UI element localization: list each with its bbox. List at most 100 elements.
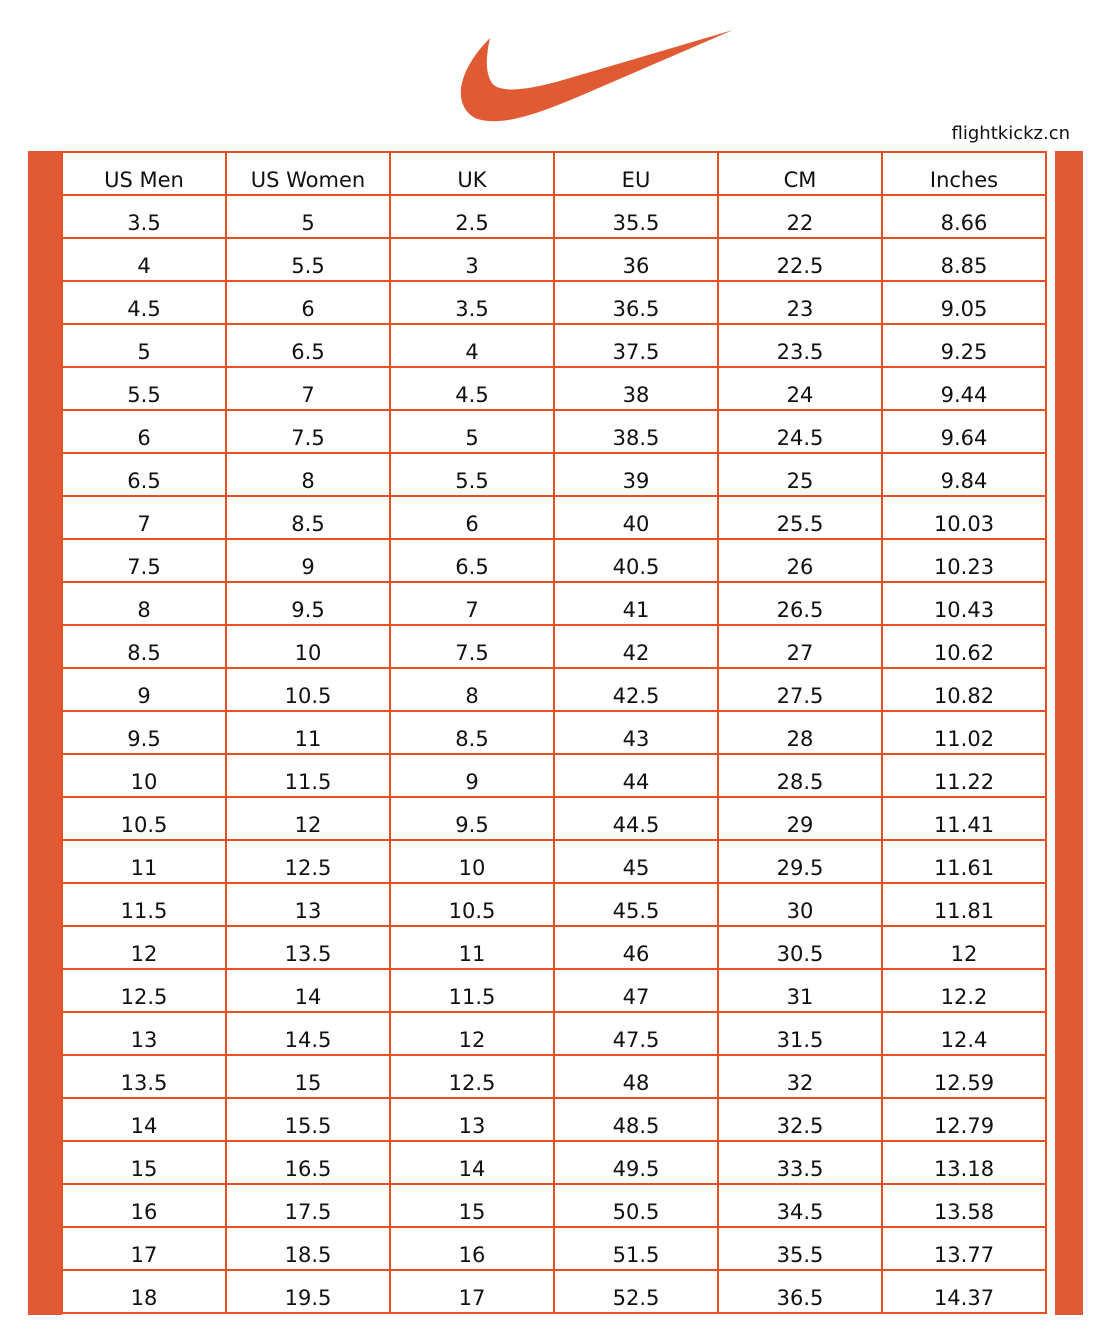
size-chart-table: US Men US Women UK EU CM Inches 3.5 5 2.5 35.5 22… <box>61 151 1047 1314</box>
table-cell: 12.5 <box>225 839 391 884</box>
table-cell: 31 <box>717 968 883 1013</box>
table-cell: 38 <box>553 366 719 411</box>
table-cell: 43 <box>553 710 719 755</box>
table-row: 12 13.5 11 46 30.5 12 <box>61 925 1047 970</box>
table-cell: 51.5 <box>553 1226 719 1271</box>
table-cell: 22.5 <box>717 237 883 282</box>
table-cell: 12 <box>61 925 227 970</box>
table-cell: 9.05 <box>881 280 1047 325</box>
table-cell: 47 <box>553 968 719 1013</box>
table-cell: 19.5 <box>225 1269 391 1314</box>
table-cell: 23 <box>717 280 883 325</box>
table-cell: 15 <box>61 1140 227 1185</box>
table-cell: 23.5 <box>717 323 883 368</box>
table-cell: 7 <box>61 495 227 540</box>
table-cell: 10 <box>389 839 555 884</box>
table-cell: 34.5 <box>717 1183 883 1228</box>
table-cell: 9.5 <box>225 581 391 626</box>
table-cell: 6 <box>61 409 227 454</box>
table-cell: 46 <box>553 925 719 970</box>
table-cell: 5 <box>389 409 555 454</box>
table-cell: 8.5 <box>61 624 227 669</box>
table-row: 17 18.5 16 51.5 35.5 13.77 <box>61 1226 1047 1271</box>
table-cell: 9.25 <box>881 323 1047 368</box>
table-cell: 32 <box>717 1054 883 1099</box>
table-cell: 16 <box>389 1226 555 1271</box>
table-cell: 8 <box>389 667 555 712</box>
table-cell: 9.84 <box>881 452 1047 497</box>
table-cell: 9.5 <box>389 796 555 841</box>
table-cell: 14 <box>225 968 391 1013</box>
table-cell: 12.59 <box>881 1054 1047 1099</box>
table-cell: 33.5 <box>717 1140 883 1185</box>
table-cell: 10 <box>225 624 391 669</box>
table-cell: 12.5 <box>61 968 227 1013</box>
table-cell: 17.5 <box>225 1183 391 1228</box>
table-cell: 12 <box>389 1011 555 1056</box>
table-cell: 16 <box>61 1183 227 1228</box>
table-cell: 36.5 <box>717 1269 883 1314</box>
table-cell: 17 <box>61 1226 227 1271</box>
table-cell: 12 <box>881 925 1047 970</box>
table-cell: 5 <box>61 323 227 368</box>
table-cell: 47.5 <box>553 1011 719 1056</box>
table-cell: 11.5 <box>225 753 391 798</box>
table-cell: 6 <box>225 280 391 325</box>
table-cell: 45 <box>553 839 719 884</box>
table-cell: 8.85 <box>881 237 1047 282</box>
table-row: 13.5 15 12.5 48 32 12.59 <box>61 1054 1047 1099</box>
table-cell: 13.77 <box>881 1226 1047 1271</box>
table-cell: 4 <box>389 323 555 368</box>
table-row: 9.5 11 8.5 43 28 11.02 <box>61 710 1047 755</box>
table-cell: 39 <box>553 452 719 497</box>
table-cell: 7.5 <box>61 538 227 583</box>
table-cell: 9.5 <box>61 710 227 755</box>
table-cell: 13.5 <box>225 925 391 970</box>
table-cell: 26.5 <box>717 581 883 626</box>
nike-swoosh-logo <box>460 30 733 122</box>
table-cell: 40 <box>553 495 719 540</box>
table-cell: 13.18 <box>881 1140 1047 1185</box>
table-cell: 8.5 <box>225 495 391 540</box>
table-row: 10 11.5 9 44 28.5 11.22 <box>61 753 1047 798</box>
table-row: 7.5 9 6.5 40.5 26 10.23 <box>61 538 1047 583</box>
table-cell: 31.5 <box>717 1011 883 1056</box>
table-cell: 36 <box>553 237 719 282</box>
table-cell: 17 <box>389 1269 555 1314</box>
table-cell: 9.64 <box>881 409 1047 454</box>
left-accent-bar <box>28 151 62 1315</box>
table-cell: 7 <box>225 366 391 411</box>
table-cell: 26 <box>717 538 883 583</box>
table-cell: 6.5 <box>389 538 555 583</box>
table-row: 12.5 14 11.5 47 31 12.2 <box>61 968 1047 1013</box>
table-cell: 11.61 <box>881 839 1047 884</box>
table-cell: 3 <box>389 237 555 282</box>
column-header: US Women <box>225 151 391 196</box>
table-cell: 6.5 <box>61 452 227 497</box>
table-cell: 18 <box>61 1269 227 1314</box>
table-cell: 49.5 <box>553 1140 719 1185</box>
table-row: 4.5 6 3.5 36.5 23 9.05 <box>61 280 1047 325</box>
table-cell: 5.5 <box>225 237 391 282</box>
table-cell: 35.5 <box>717 1226 883 1271</box>
table-cell: 15 <box>389 1183 555 1228</box>
table-cell: 14.5 <box>225 1011 391 1056</box>
table-cell: 13 <box>225 882 391 927</box>
table-row: 8 9.5 7 41 26.5 10.43 <box>61 581 1047 626</box>
table-cell: 38.5 <box>553 409 719 454</box>
table-cell: 25.5 <box>717 495 883 540</box>
table-cell: 13.58 <box>881 1183 1047 1228</box>
table-row: 11 12.5 10 45 29.5 11.61 <box>61 839 1047 884</box>
table-cell: 14 <box>61 1097 227 1142</box>
table-cell: 7.5 <box>389 624 555 669</box>
table-cell: 5.5 <box>61 366 227 411</box>
table-cell: 10.5 <box>61 796 227 841</box>
site-watermark: flightkickz.cn <box>951 123 1070 144</box>
table-cell: 7 <box>389 581 555 626</box>
table-cell: 13 <box>61 1011 227 1056</box>
table-cell: 28.5 <box>717 753 883 798</box>
table-cell: 12.2 <box>881 968 1047 1013</box>
table-row: 5.5 7 4.5 38 24 9.44 <box>61 366 1047 411</box>
table-cell: 10.5 <box>389 882 555 927</box>
table-cell: 3.5 <box>389 280 555 325</box>
